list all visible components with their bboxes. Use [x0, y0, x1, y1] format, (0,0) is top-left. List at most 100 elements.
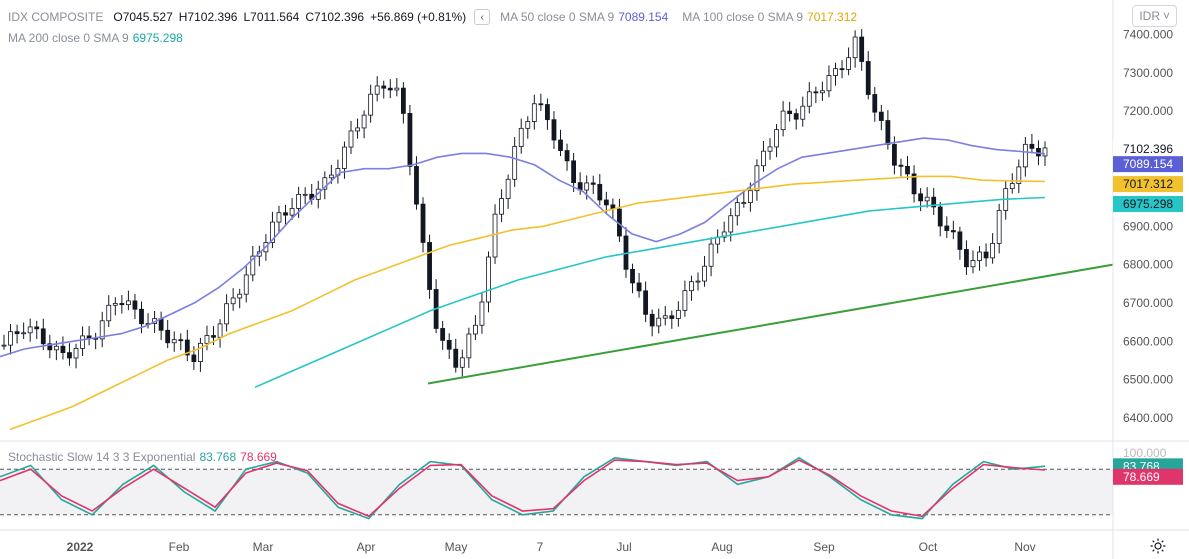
candle-body: [368, 93, 374, 116]
candle-body: [296, 194, 302, 209]
candle-body: [224, 303, 230, 325]
candle-body: [865, 61, 871, 95]
candle-body: [695, 280, 701, 283]
last-price-tag-bg: [1113, 140, 1183, 157]
candle-body: [911, 173, 917, 195]
ma200-label[interactable]: MA 200 close 0 SMA 9: [8, 31, 129, 45]
candle-body: [905, 165, 910, 175]
candle-body: [512, 146, 518, 180]
candle-body: [112, 303, 118, 306]
time-tick-label: Aug: [711, 540, 732, 554]
candle-body: [139, 308, 144, 325]
gear-icon[interactable]: [1149, 537, 1167, 555]
trendline: [427, 263, 1114, 385]
candle-body: [1029, 143, 1035, 149]
open-value: 7045.527: [122, 10, 173, 24]
candle-body: [839, 68, 845, 71]
chevron-left-icon[interactable]: ‹: [474, 9, 491, 25]
stoch-legend: Stochastic Slow 14 3 3 Exponential 83.76…: [8, 450, 281, 464]
candle-body: [1009, 183, 1015, 190]
time-tick-label: Oct: [919, 540, 938, 554]
candle-body: [165, 329, 171, 344]
time-tick-label: Mar: [253, 540, 274, 554]
currency-label: IDR: [1139, 9, 1160, 23]
candle-body: [806, 91, 812, 107]
stoch-d-line: [0, 459, 1046, 518]
candle-body: [983, 251, 989, 259]
candle-body: [741, 202, 747, 205]
stoch-label[interactable]: Stochastic Slow 14 3 3 Exponential: [8, 450, 196, 464]
candle-body: [662, 315, 668, 319]
candle-body: [538, 103, 544, 106]
candle-body: [787, 110, 793, 114]
candle-body: [813, 91, 819, 94]
stoch-d-tag-bg: [1113, 468, 1183, 485]
candle-body: [571, 160, 577, 184]
candle-body: [892, 144, 897, 166]
candle-body: [977, 251, 982, 261]
candle-body: [636, 282, 642, 292]
candle-body: [630, 268, 635, 284]
candle-body: [270, 221, 275, 243]
candle-body: [276, 212, 282, 223]
candle-body: [918, 193, 924, 202]
symbol-name[interactable]: IDX COMPOSITE: [8, 10, 104, 24]
candle-body: [1, 344, 7, 347]
candle-body: [381, 85, 387, 89]
main-legend: IDX COMPOSITE O 7045.527 H 7102.396 L 70…: [8, 9, 861, 25]
candle-body: [793, 113, 799, 120]
time-tick-label: Jul: [616, 540, 631, 554]
candle-body: [446, 339, 452, 350]
candle-body: [283, 212, 288, 216]
candle-body: [440, 328, 446, 341]
ma100-label[interactable]: MA 100 close 0 SMA 9: [682, 10, 804, 24]
ma200-line: [254, 196, 1046, 389]
candle-body: [564, 150, 570, 162]
candle-body: [603, 199, 609, 206]
candle-body: [761, 150, 766, 167]
candle-body: [545, 104, 550, 121]
candle-body: [237, 293, 243, 299]
candle-body: [302, 193, 308, 196]
candle-body: [590, 182, 596, 185]
candle-body: [73, 348, 79, 359]
candle-body: [40, 328, 46, 345]
candle-body: [747, 190, 753, 204]
time-tick-label: Apr: [357, 540, 376, 554]
candle-body: [387, 87, 393, 91]
candle-body: [584, 182, 590, 191]
candle-body: [819, 90, 825, 94]
candle-body: [957, 231, 963, 250]
candle-body: [531, 103, 537, 122]
candle-body: [479, 301, 485, 326]
low-label: L: [243, 10, 251, 24]
candle-body: [1016, 166, 1022, 184]
candle-body: [492, 213, 498, 258]
time-tick-label: Nov: [1014, 540, 1035, 554]
candle-body: [106, 304, 112, 322]
candle-body: [472, 324, 478, 335]
stoch-k-line: [0, 456, 1046, 520]
candle-body: [1036, 147, 1041, 157]
candle-body: [774, 129, 779, 148]
candle-body: [289, 208, 295, 216]
price-tick-label: 7400.000: [1123, 28, 1173, 42]
ma50-price-tag: 7089.154: [1123, 157, 1173, 171]
candle-body: [872, 94, 878, 113]
price-tick-label: 6700.000: [1123, 296, 1173, 310]
high-value: 7102.396: [187, 10, 238, 24]
candle-body: [80, 335, 85, 349]
candle-body: [898, 164, 904, 167]
candle-body: [119, 303, 125, 306]
ma50-label[interactable]: MA 50 close 0 SMA 9: [500, 10, 615, 24]
candle-body: [558, 139, 563, 151]
candle-body: [669, 315, 675, 319]
candle-body: [361, 114, 367, 129]
candle-body: [230, 297, 236, 305]
candle-body: [171, 339, 177, 344]
time-tick-label: Sep: [813, 540, 835, 554]
candle-body: [191, 354, 197, 362]
candle-body: [427, 242, 432, 290]
currency-button[interactable]: IDR ˅: [1132, 5, 1177, 27]
